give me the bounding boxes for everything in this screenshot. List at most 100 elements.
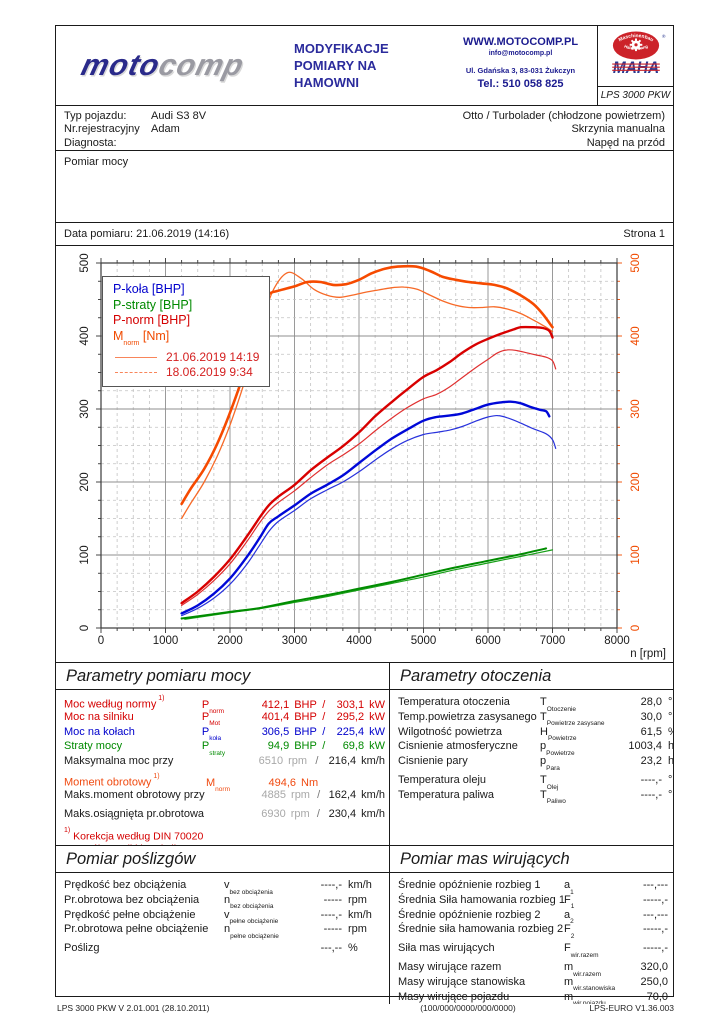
company-tagline: MODYFIKACJE POMIARY NA HAMOWNI (294, 26, 444, 105)
tagline-line1: MODYFIKACJE (294, 41, 389, 56)
svg-text:6000: 6000 (475, 635, 501, 647)
section-title-power: Parametry pomiaru mocy (56, 663, 389, 690)
engine-type: Otto / Turbolader (chłodzone powietrzem) (462, 110, 665, 122)
legend-entry: P-straty [BHP] (113, 297, 193, 312)
slip-panel: Pomiar poślizgów Prędkość bez obciążenia… (56, 846, 390, 1005)
legend-entry: P-koła [BHP] (113, 282, 185, 296)
svg-text:300: 300 (630, 399, 642, 418)
svg-text:n [rpm]: n [rpm] (630, 648, 666, 660)
svg-text:100: 100 (630, 545, 642, 564)
report-frame: motocomp MODYFIKACJE POMIARY NA HAMOWNI … (55, 25, 674, 1005)
page-number: Strona 1 (623, 228, 665, 240)
section-title-rotating: Pomiar mas wirujących (390, 846, 673, 873)
svg-text:400: 400 (79, 326, 91, 345)
diagnostician-row: Diagnosta: (64, 136, 117, 149)
svg-text:4000: 4000 (346, 635, 372, 647)
legend-line-sample (115, 356, 157, 358)
report-footer: LPS 3000 PKW V 2.01.001 (28.10.2011) (10… (55, 1003, 674, 1015)
table-row: Prędkość pełne obciążenie vpełne obciążen… (64, 908, 372, 926)
table-row: Maksymalna moc przy 6510 rpm/216,4 km/h (64, 755, 385, 768)
svg-text:Maschinenbau: Maschinenbau (617, 33, 653, 43)
svg-text:3000: 3000 (282, 635, 308, 647)
table-row: Poślizg ---,--% (64, 942, 358, 955)
table-row: Moc na kołach Pkoła 306,5 BHP/225,4 kW (64, 725, 385, 743)
rotating-mass-panel: Pomiar mas wirujących Średnie opóźnienie… (390, 846, 673, 1004)
gearbox-type: Skrzynia manualna (571, 123, 665, 136)
table-row: Średnie opóźnienie rozbieg 2a2---,---m/s… (398, 908, 668, 926)
table-row: Średnia Siła hamowania rozbieg 1 F1 -----,… (398, 893, 668, 911)
drive-type: Napęd na przód (586, 136, 665, 149)
section-title-slip: Pomiar poślizgów (56, 846, 389, 873)
phone-text: Tel.: 510 058 825 (477, 78, 564, 90)
motocomp-wordmark: motocomp (78, 48, 248, 82)
table-row: Moc według normy 1) Pnorm 412,1 BHP/303,1 kW (64, 695, 385, 716)
contact-block: WWW.MOTOCOMP.PL info@motocomp.pl Ul. Gda… (444, 26, 597, 105)
svg-text:®: ® (661, 33, 665, 40)
date-row: Data pomiaru: 21.06.2019 (14:16) Strona … (56, 223, 673, 246)
table-row: Pr.obrotowa pełne obciążenie npełne obcią… (64, 923, 367, 941)
engine-info: Otto / Turbolader (chłodzone powietrzem)… (463, 110, 665, 150)
legend-entry: P-norm [BHP] (113, 313, 191, 327)
svg-text:500: 500 (630, 253, 642, 272)
correction-footnote: 1) Korekcja według DIN 70020Współczynnik… (64, 827, 249, 845)
table-row: Pr.obrotowa bez obciążenia nbez obciążeni… (64, 893, 367, 911)
table-row: Moment obrotowy 1) Mnorm 494,6 Nm (64, 772, 319, 794)
table-row: Maks.moment obrotowy przy 4885 rpm/162,4 km… (64, 788, 385, 801)
vehicle-type-row: Typ pojazdu: Audi S3 8V (64, 110, 207, 122)
table-row: Straty mocy Pstraty 94,9 BHP/69,8 kW (64, 740, 385, 758)
ambient-panel: Parametry otoczenia Temperatura otoczeni… (390, 663, 673, 845)
power-table-rows: Moc według normy 1) Pnorm 412,1 BHP/303,1 kW… (56, 690, 389, 845)
power-results-panel: Parametry pomiaru mocy Moc według normy … (56, 663, 390, 845)
measurement-title: Pomiar mocy (64, 156, 129, 168)
svg-text:300: 300 (79, 399, 91, 418)
results-section-2: Pomiar poślizgów Prędkość bez obciążenia… (56, 846, 673, 1005)
vehicle-info: Typ pojazdu: Audi S3 8V Nr.rejestracyjny A… (56, 106, 673, 151)
vehicle-type-value: Audi S3 8V (151, 110, 207, 122)
registration-value: Adam (151, 123, 180, 136)
svg-text:200: 200 (630, 472, 642, 491)
device-model-label: LPS 3000 PKW (598, 86, 673, 105)
slip-table-rows: Prędkość bez obciążenia vbez obciążenia --… (56, 873, 389, 956)
svg-text:8000: 8000 (604, 635, 630, 647)
table-row: Moc na silniku PMot 401,4 BHP/295,2 kW (64, 710, 385, 728)
tagline-line2: POMIARY NA HAMOWNI (294, 58, 376, 90)
footer-software: LPS-EURO V1.36.003 (589, 1003, 674, 1013)
svg-text:0: 0 (630, 625, 642, 631)
maha-panel: Maschinenbau Haldenwang (597, 26, 673, 105)
table-row: Średnie siła hamowania rozbieg 2 F2 -----,… (398, 923, 668, 941)
svg-text:1000: 1000 (153, 635, 179, 647)
table-row: Prędkość bez obciążenia vbez obciążenia --… (64, 879, 372, 896)
measurement-title-box: Pomiar mocy (56, 151, 673, 223)
address-text: Ul. Gdańska 3, 83-031 Żukczyn (465, 66, 576, 75)
results-section-1: Parametry pomiaru mocy Moc według normy … (56, 663, 673, 846)
table-row: Temp.powietrza zasysanego TPowietrze zasy… (398, 710, 673, 728)
table-row: Cisnienie atmosferyczne pPowietrze 1003,4 h… (398, 740, 673, 758)
gear-icon (629, 38, 642, 52)
svg-text:0: 0 (98, 635, 104, 647)
footer-code: (100/000/0000/000/0000) (420, 1003, 516, 1013)
legend-run: 18.06.2019 9:34 (113, 365, 259, 380)
legend-line-sample (115, 371, 157, 373)
svg-text:200: 200 (79, 472, 91, 491)
legend-run: 21.06.2019 14:19 (113, 350, 259, 365)
registration-row: Nr.rejestracyjny Adam (64, 123, 180, 136)
legend-entry: Mnorm [Nm] (113, 328, 170, 348)
dyno-chart: 0 1000 2000 3000 4000 5000 6000 7000 8000 n [rpm]… (56, 246, 673, 663)
footer-version: LPS 3000 PKW V 2.01.001 (28.10.2011) (57, 1003, 210, 1013)
svg-text:2000: 2000 (217, 635, 243, 647)
table-row: Masy wirujące stanowiska mwir.stanowiska 2… (398, 975, 668, 993)
rotating-table-rows: Średnie opóźnienie rozbieg 1a1---,---m/s… (390, 873, 673, 1004)
measurement-date: Data pomiaru: 21.06.2019 (14:16) (64, 228, 230, 240)
report-header: motocomp MODYFIKACJE POMIARY NA HAMOWNI … (56, 26, 673, 106)
svg-text:500: 500 (79, 253, 91, 272)
